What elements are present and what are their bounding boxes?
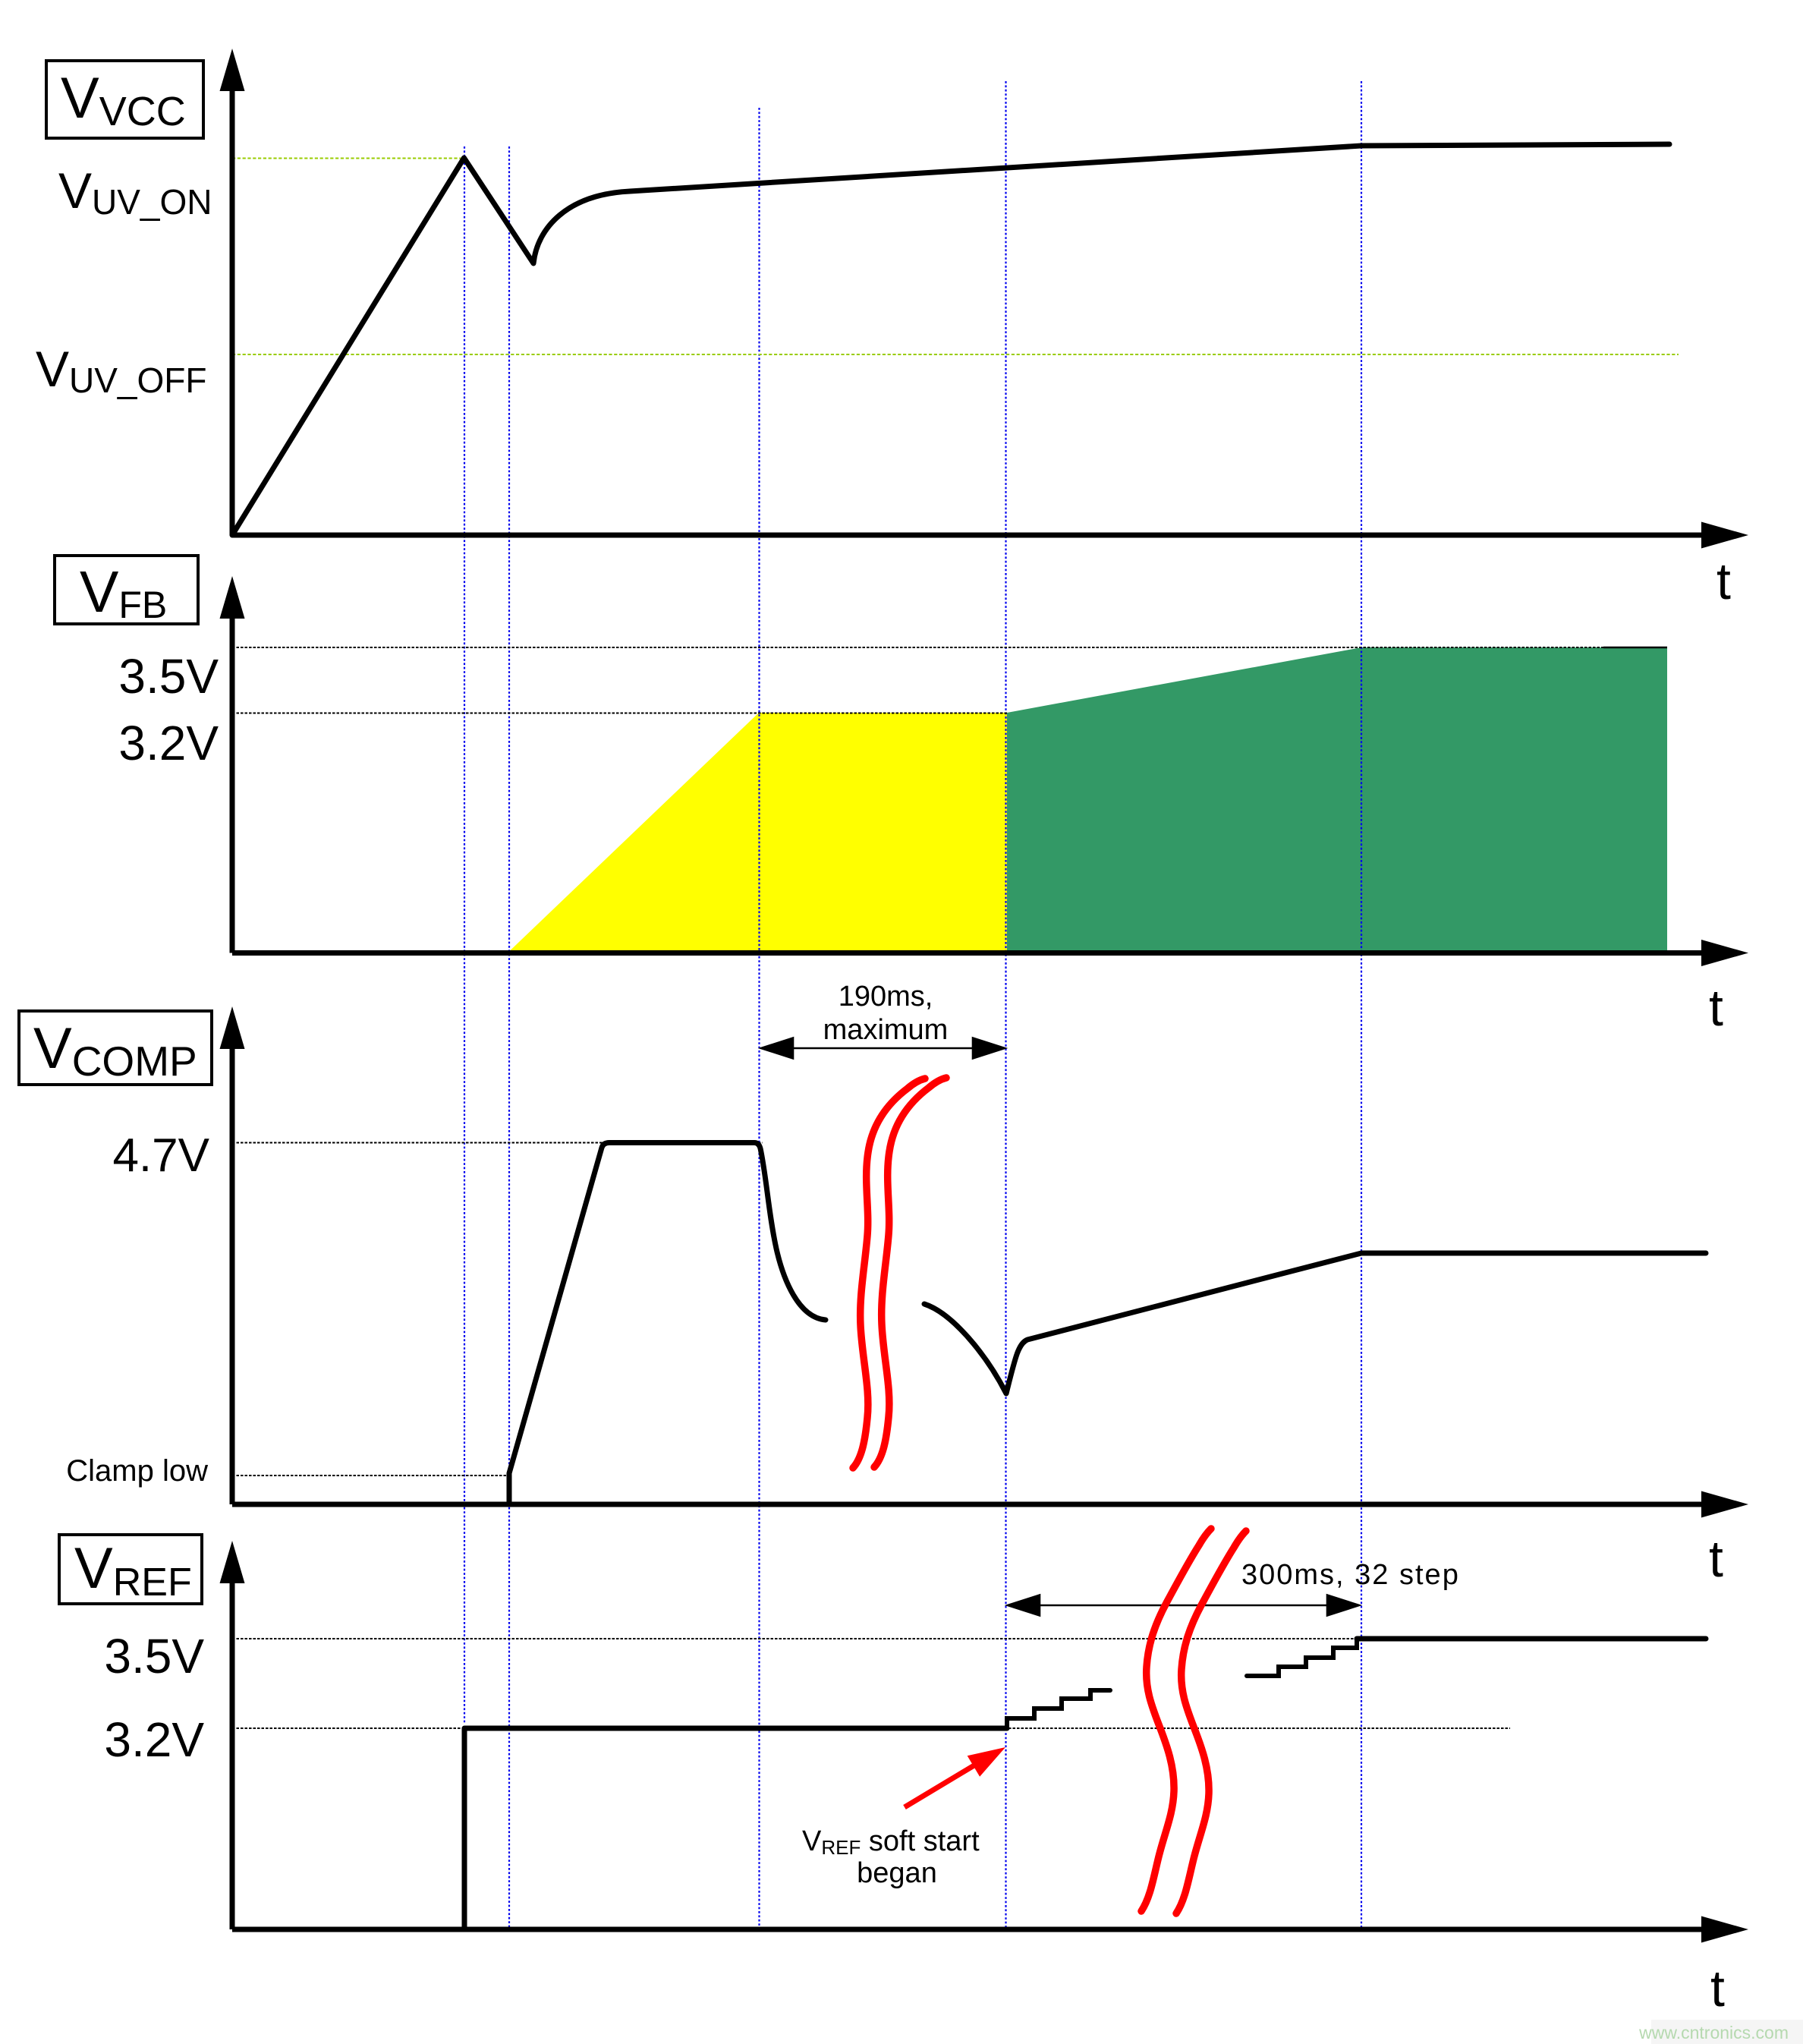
svg-text:4.7V: 4.7V (112, 1129, 209, 1182)
svg-text:t: t (1716, 553, 1731, 610)
svg-text:Clamp low: Clamp low (66, 1454, 208, 1488)
svg-text:www.cntronics.com: www.cntronics.com (1638, 2023, 1789, 2042)
svg-text:t: t (1709, 1530, 1723, 1588)
svg-text:190ms,: 190ms, (839, 981, 933, 1013)
svg-text:t: t (1709, 979, 1723, 1037)
svg-text:3.2V: 3.2V (118, 716, 219, 770)
svg-text:t: t (1710, 1960, 1725, 2017)
svg-text:began: began (857, 1857, 937, 1889)
svg-text:maximum: maximum (823, 1014, 949, 1046)
svg-text:3.2V: 3.2V (104, 1712, 204, 1767)
svg-text:VREF: VREF (74, 1536, 192, 1605)
svg-text:300ms, 32 step: 300ms, 32 step (1241, 1559, 1460, 1591)
svg-text:3.5V: 3.5V (104, 1629, 204, 1683)
svg-text:3.5V: 3.5V (118, 649, 219, 704)
